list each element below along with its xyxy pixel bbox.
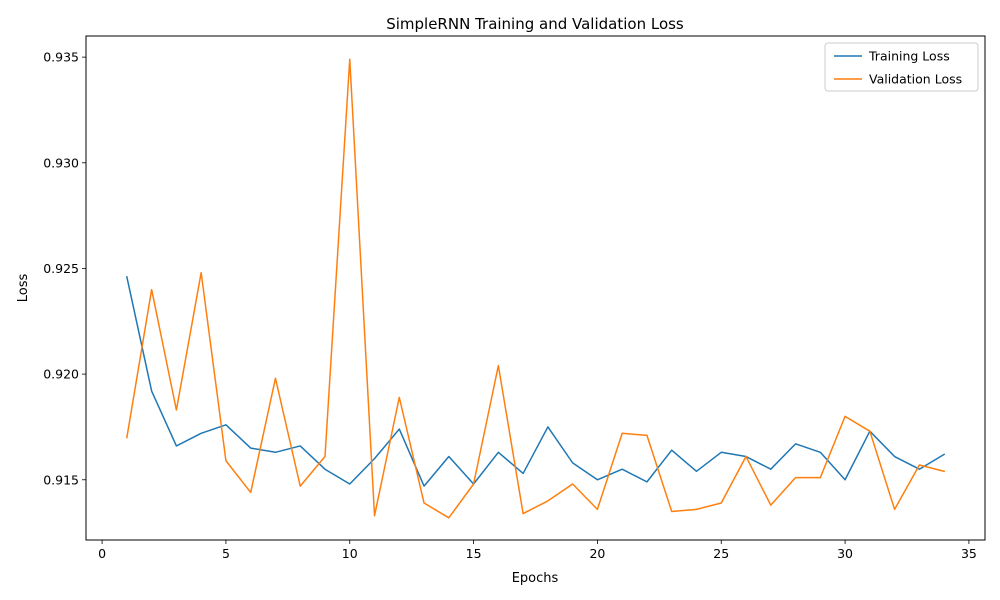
- y-tick-label: 0.930: [43, 155, 79, 170]
- x-tick-label: 20: [589, 546, 605, 561]
- x-tick-label: 10: [342, 546, 358, 561]
- plot-area: [85, 35, 986, 541]
- legend-box: [824, 42, 979, 92]
- x-tick-label: 25: [713, 546, 729, 561]
- x-tick-label: 5: [222, 546, 230, 561]
- legend-label-training-loss: Training Loss: [868, 49, 950, 64]
- series-line-validation-loss: [125, 58, 946, 519]
- chart-title: SimpleRNN Training and Validation Loss: [386, 15, 684, 33]
- y-tick-label: 0.915: [43, 472, 79, 487]
- y-tick-label: 0.925: [43, 261, 79, 276]
- legend-label-validation-loss: Validation Loss: [869, 72, 962, 87]
- x-tick-label: 30: [837, 546, 853, 561]
- x-tick-label: 15: [466, 546, 482, 561]
- x-axis-label: Epochs: [512, 571, 559, 586]
- y-tick-label: 0.920: [43, 367, 79, 382]
- series-line-training-loss: [125, 276, 946, 487]
- y-axis-label: Loss: [16, 274, 31, 303]
- y-axis-ticks: 0.915 0.920 0.925 0.930 0.935: [43, 50, 86, 487]
- x-tick-label: 35: [961, 546, 977, 561]
- y-tick-label: 0.935: [43, 50, 79, 65]
- x-axis-ticks: 0 5 10 15 20 25 30 35: [98, 540, 977, 561]
- plot-frame: [85, 35, 986, 541]
- series-layer: [125, 58, 946, 519]
- legend: Training Loss Validation Loss: [824, 42, 979, 92]
- x-tick-label: 0: [98, 546, 106, 561]
